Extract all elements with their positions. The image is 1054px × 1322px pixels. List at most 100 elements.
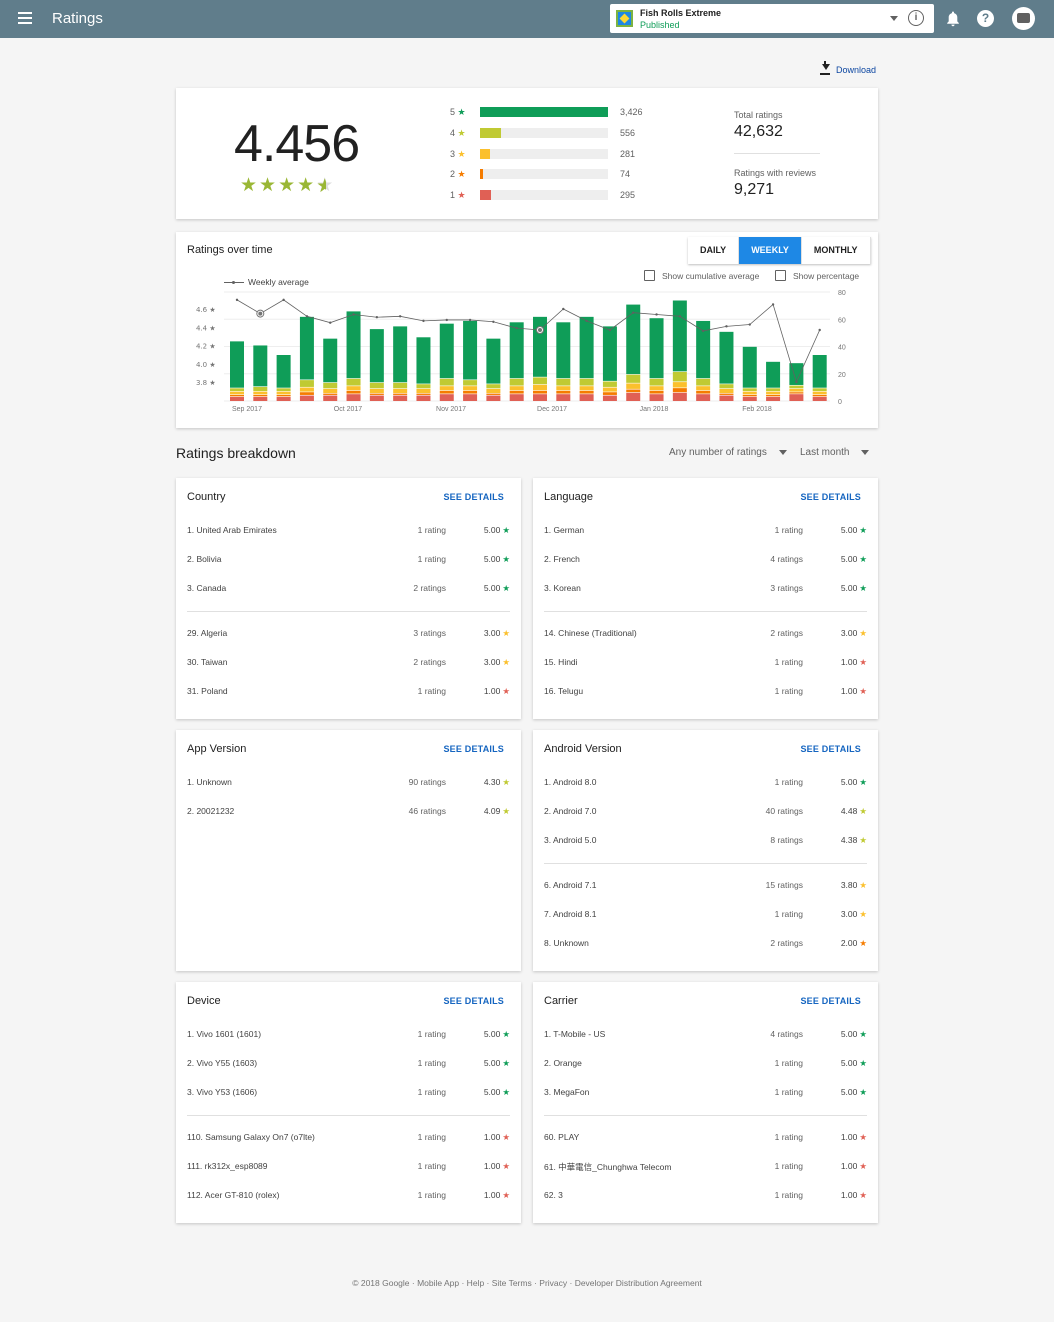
cumulative-average-checkbox[interactable]: Show cumulative average	[644, 270, 759, 281]
help-icon[interactable]: ?	[977, 10, 994, 27]
app-selector[interactable]: Fish Rolls Extreme Published i	[610, 4, 934, 33]
star-icon: ★	[502, 1190, 510, 1200]
star-icon: ★	[502, 1029, 510, 1039]
breakdown-row: 3. Android 5.0 8 ratings 4.38 ★	[544, 835, 867, 847]
app-status: Published	[640, 20, 680, 30]
weekly-average-point	[655, 313, 658, 316]
chart-bar-segment	[742, 391, 757, 395]
period-filter[interactable]: Last month	[800, 447, 870, 458]
breakdown-row-count: 3 ratings	[413, 628, 446, 638]
breakdown-row-name: 110. Samsung Galaxy On7 (o7lte)	[187, 1132, 315, 1142]
breakdown-row-count: 1 rating	[417, 1058, 446, 1068]
breakdown-row: 2. Android 7.0 40 ratings 4.48 ★	[544, 806, 867, 818]
breakdown-row: 6. Android 7.1 15 ratings 3.80 ★	[544, 880, 867, 892]
distribution-bar-fill	[480, 169, 483, 179]
star-icon: ★	[859, 583, 867, 593]
star-icon: ★	[859, 554, 867, 564]
chart-bar-segment	[393, 395, 408, 401]
x-tick-label: Feb 2018	[742, 406, 772, 413]
star-level-label: 4 ★	[450, 127, 466, 138]
see-details-button[interactable]: SEE DETAILS	[443, 744, 504, 754]
ratings-over-time-card: Ratings over time DAILY WEEKLY MONTHLY S…	[176, 232, 878, 428]
star-level-label: 3 ★	[450, 148, 466, 159]
see-details-button[interactable]: SEE DETAILS	[800, 744, 861, 754]
breakdown-row-score: 5.00 ★	[840, 777, 867, 787]
left-axis-label: 4.2 ★	[196, 343, 216, 351]
bell-icon[interactable]	[946, 11, 960, 27]
tab-weekly[interactable]: WEEKLY	[739, 237, 802, 264]
breakdown-row-count: 1 rating	[417, 1029, 446, 1039]
chart-bar-segment	[230, 388, 244, 392]
chart-bar-segment	[299, 392, 314, 395]
see-details-button[interactable]: SEE DETAILS	[800, 996, 861, 1006]
breakdown-row-count: 1 rating	[774, 1058, 803, 1068]
star-icon: ★	[502, 583, 510, 593]
chart-bar-segment	[346, 390, 361, 394]
star-level-count: 74	[620, 169, 631, 179]
star-icon: ★	[278, 175, 298, 196]
star-level-count: 281	[620, 149, 636, 159]
see-details-button[interactable]: SEE DETAILS	[800, 492, 861, 502]
chart-bar-segment	[393, 326, 408, 383]
tab-daily[interactable]: DAILY	[688, 237, 740, 264]
breakdown-card-title: App Version	[187, 743, 247, 755]
chart-bar-segment	[766, 396, 781, 401]
breakdown-row-name: 15. Hindi	[544, 657, 578, 667]
breakdown-row-score: 4.30 ★	[483, 777, 510, 787]
chart-bar-segment	[486, 384, 501, 389]
breakdown-row-score: 3.00 ★	[840, 909, 867, 919]
divider	[544, 863, 867, 864]
weekly-average-point	[771, 303, 775, 306]
weekly-average-line	[236, 299, 821, 384]
breakdown-row-count: 1 rating	[417, 1132, 446, 1142]
menu-icon[interactable]	[18, 12, 32, 24]
star-icon: ★	[859, 1132, 867, 1142]
see-details-button[interactable]: SEE DETAILS	[443, 492, 504, 502]
breakdown-row-name: 14. Chinese (Traditional)	[544, 628, 637, 638]
breakdown-row-score: 5.00 ★	[483, 1058, 510, 1068]
total-ratings-value: 42,632	[734, 123, 783, 140]
chart-bar-segment	[742, 388, 757, 392]
avatar[interactable]	[1012, 7, 1035, 30]
info-icon[interactable]: i	[908, 10, 924, 26]
chart-bar-segment	[416, 337, 431, 384]
chevron-down-icon	[778, 450, 787, 455]
breakdown-row-count: 2 ratings	[770, 938, 803, 948]
see-details-button[interactable]: SEE DETAILS	[443, 996, 504, 1006]
download-button[interactable]: Download	[820, 61, 876, 76]
breakdown-card-title: Device	[187, 995, 221, 1007]
chart-bar-segment	[719, 395, 734, 401]
breakdown-row-name: 29. Algeria	[187, 628, 228, 638]
chart-bar-segment	[719, 331, 734, 384]
breakdown-row: 8. Unknown 2 ratings 2.00 ★	[544, 938, 867, 950]
star-icon: ★	[859, 657, 867, 667]
weekly-average-point	[562, 307, 565, 311]
breakdown-row: 1. T-Mobile - US 4 ratings 5.00 ★	[544, 1029, 867, 1041]
checkbox-icon	[644, 270, 655, 281]
chart-bar-segment	[719, 393, 734, 395]
weekly-average-point	[329, 321, 332, 324]
tab-monthly[interactable]: MONTHLY	[801, 237, 871, 264]
chart-bar-segment	[369, 395, 384, 401]
breakdown-row: 31. Poland 1 rating 1.00 ★	[187, 686, 510, 698]
breakdown-row-count: 1 rating	[417, 554, 446, 564]
chart-bar-segment	[649, 390, 664, 394]
distribution-bar	[480, 107, 608, 117]
breakdown-row-score: 3.00 ★	[483, 628, 510, 638]
breakdown-row-count: 1 rating	[417, 525, 446, 535]
rating-count-filter[interactable]: Any number of ratings	[669, 447, 787, 458]
breakdown-row-name: 1. T-Mobile - US	[544, 1029, 606, 1039]
breakdown-row-name: 112. Acer GT-810 (rolex)	[187, 1190, 280, 1200]
chart-bar-segment	[346, 394, 361, 401]
breakdown-row-name: 1. Android 8.0	[544, 777, 597, 787]
chart-bar-segment	[696, 394, 711, 401]
chevron-down-icon	[861, 450, 870, 455]
percentage-checkbox[interactable]: Show percentage	[775, 270, 859, 281]
breakdown-row: 7. Android 8.1 1 rating 3.00 ★	[544, 909, 867, 921]
breakdown-row-score: 1.00 ★	[840, 1132, 867, 1142]
star-icon: ★	[859, 909, 867, 919]
weekly-average-point	[468, 318, 472, 322]
chart-bar-segment	[696, 390, 711, 394]
chart-bar-segment	[649, 394, 664, 401]
breakdown-row-name: 3. Korean	[544, 583, 581, 593]
